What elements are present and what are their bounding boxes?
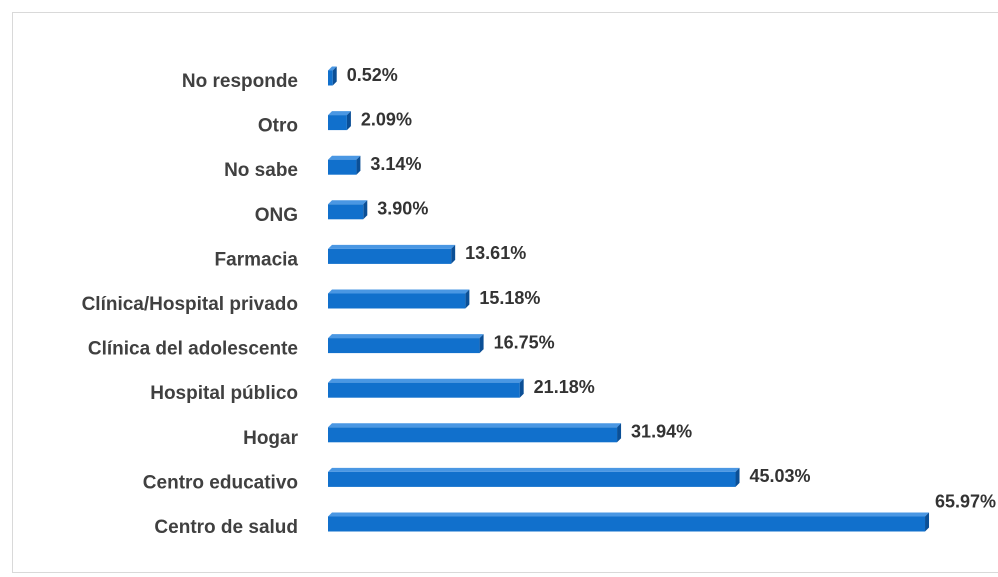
category-label: Centro de salud xyxy=(154,517,298,538)
value-label: 15.18% xyxy=(479,288,540,308)
bar xyxy=(328,382,520,398)
bar-top xyxy=(328,244,456,249)
value-label: 21.18% xyxy=(534,377,595,397)
bar-side xyxy=(346,111,351,131)
category-label: No sabe xyxy=(224,160,298,181)
bar xyxy=(328,471,736,487)
bar xyxy=(328,427,618,443)
bar-side xyxy=(479,334,484,354)
bar-side xyxy=(332,66,337,86)
bar-side xyxy=(735,467,740,487)
bar-top xyxy=(328,378,524,383)
value-label: 45.03% xyxy=(750,466,811,486)
bar-side xyxy=(363,200,368,220)
category-label: Clínica/Hospital privado xyxy=(82,294,298,315)
category-label: Farmacia xyxy=(215,249,299,270)
value-label: 13.61% xyxy=(465,243,526,263)
category-label: Otro xyxy=(258,116,298,137)
bar-side xyxy=(356,155,361,175)
bar-top xyxy=(328,334,484,339)
value-label: 2.09% xyxy=(361,109,412,129)
bar-top xyxy=(328,155,361,160)
bar-top xyxy=(328,423,622,428)
bar xyxy=(328,159,357,175)
bar-side xyxy=(925,512,930,532)
category-label: Centro educativo xyxy=(143,472,298,493)
value-label: 3.14% xyxy=(370,154,421,174)
bar xyxy=(328,70,333,86)
category-label: No responde xyxy=(182,71,298,92)
bar-top xyxy=(328,467,740,472)
bar-side xyxy=(465,289,470,309)
value-label: 31.94% xyxy=(631,422,692,442)
bar xyxy=(328,115,347,131)
bar xyxy=(328,516,926,532)
value-label: 0.52% xyxy=(347,65,398,85)
category-label: Hogar xyxy=(243,428,299,449)
value-label: 65.97% xyxy=(935,491,996,511)
bar-side xyxy=(519,378,524,398)
bar-side xyxy=(451,244,456,264)
bar-top xyxy=(328,200,368,205)
bar xyxy=(328,293,466,309)
category-label: Hospital público xyxy=(150,383,298,404)
value-label: 3.90% xyxy=(377,199,428,219)
bar xyxy=(328,204,364,220)
category-label: ONG xyxy=(255,205,298,226)
bar-top xyxy=(328,111,351,116)
bar-top xyxy=(328,512,930,517)
bar xyxy=(328,338,480,354)
bar-top xyxy=(328,66,337,71)
bar xyxy=(328,248,452,264)
bar-top xyxy=(328,289,470,294)
bar-side xyxy=(617,423,622,443)
category-label: Clínica del adolescente xyxy=(88,339,298,360)
value-label: 16.75% xyxy=(494,332,555,352)
